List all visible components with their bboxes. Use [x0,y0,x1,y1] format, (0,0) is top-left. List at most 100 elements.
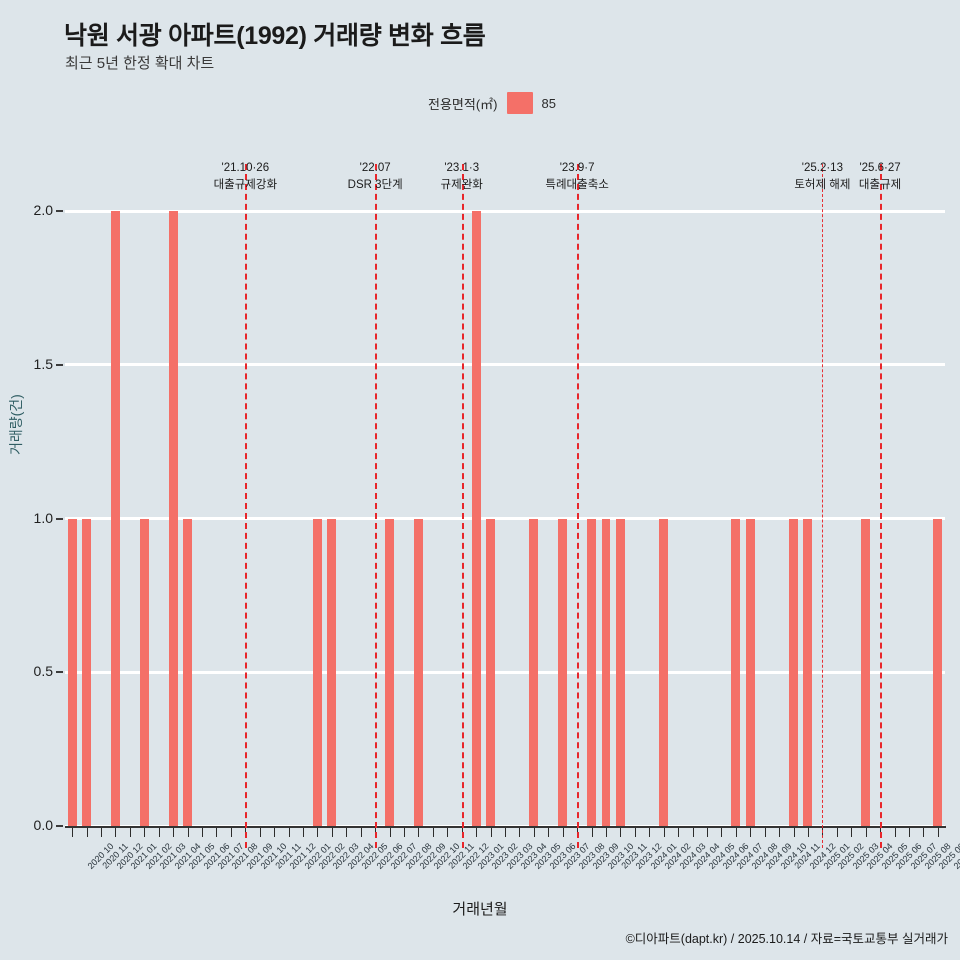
annotation-label: '22.07 DSR 3단계 [295,160,455,193]
x-axis-tick-mark [476,828,478,837]
x-axis-tick-mark [721,828,723,837]
x-axis-tick-mark [274,828,276,837]
bar[interactable] [471,211,481,826]
x-axis-tick-mark [144,828,146,837]
x-axis-tick-mark [101,828,103,837]
x-axis-tick-mark [908,828,910,837]
x-axis-tick-mark [649,828,651,837]
annotation-date: '23.9·7 [559,162,595,174]
bar[interactable] [587,518,597,826]
x-axis-tick-mark [303,828,305,837]
page-title: 낙원 서광 아파트(1992) 거래량 변화 흐름 [64,22,486,50]
bar[interactable] [529,518,539,826]
annotation-label: '23.9·7 특례대출축소 [497,160,657,193]
x-axis-tick-mark [706,828,708,837]
y-axis-tick-label: 2.0 [33,202,53,218]
annotation-label: '25.2·13 토허제 해제 [742,160,902,193]
x-axis-tick-mark [360,828,362,837]
x-axis-tick-mark [533,828,535,837]
x-axis-tick-mark [865,828,867,837]
annotation-line [461,164,464,848]
bar[interactable] [168,211,178,826]
bar[interactable] [183,518,193,826]
y-axis-tick-mark [56,517,63,520]
x-axis-tick-mark [418,828,420,837]
x-axis-tick-mark [230,828,232,837]
x-axis-tick-mark [620,828,622,837]
x-axis-tick-mark [793,828,795,837]
y-axis-tick-label: 1.5 [33,355,53,372]
x-axis-tick-mark [663,828,665,837]
bar[interactable] [413,518,423,826]
bar[interactable] [745,518,755,826]
annotation-date: '22.07 [359,162,391,174]
annotation-text: 토허제 해제 [794,178,851,191]
x-axis-tick-mark [750,828,752,837]
x-axis-tick-mark [129,828,131,837]
y-axis-tick-mark [56,363,63,366]
x-axis-tick-mark [591,828,593,837]
annotation-text: DSR 3단계 [347,178,403,191]
y-axis-tick-mark [56,825,63,827]
chart-legend: 전용면적(㎡) 85 [428,92,556,114]
y-axis-tick-label: 0.5 [33,663,53,680]
annotation-text: 규제완화 [440,178,483,191]
x-axis-tick-mark [937,828,939,837]
bar[interactable] [111,211,120,826]
bar[interactable] [615,518,625,826]
y-axis-tick-label: 0.0 [33,817,53,833]
x-axis-tick-mark [505,828,506,837]
x-axis-tick-mark [894,828,896,837]
x-axis-label: 거래년월 [452,901,508,918]
bar[interactable] [327,518,337,826]
x-axis-tick-mark [605,828,607,837]
x-axis-tick-mark [187,828,189,837]
y-axis-tick-label: 1.0 [33,509,53,526]
annotation-label: '25.6·27 대출규제 [800,160,960,193]
bar[interactable] [67,518,77,826]
x-axis-tick-mark [735,828,737,837]
bar[interactable] [933,518,943,826]
annotation-date: '25.6·27 [859,162,901,174]
x-axis-tick-mark [692,828,694,837]
gridline [65,517,945,520]
x-axis-tick-mark [764,828,766,837]
legend-title: 전용면적(㎡) [428,96,498,112]
bar[interactable] [731,518,741,826]
bar[interactable] [601,518,611,826]
x-axis-tick-mark [259,828,261,837]
y-axis-label: 거래량(건) [8,394,24,455]
bar[interactable] [558,518,568,826]
bar[interactable] [139,518,149,826]
y-axis-tick-mark [56,210,63,212]
bar[interactable] [385,518,395,826]
gridline [65,209,945,213]
x-axis-tick-mark [202,828,204,837]
x-axis-tick-mark [634,828,636,837]
bar[interactable] [486,518,496,826]
bar[interactable] [789,518,798,826]
bar[interactable] [82,518,92,826]
x-axis-tick-mark [404,828,406,837]
annotation-label: '21.10·26 대출규제강화 [165,160,325,193]
annotation-line [245,164,248,848]
gridline [65,363,945,367]
x-axis-tick-mark [548,828,550,837]
x-axis-tick-mark [346,828,348,837]
bar[interactable] [803,518,813,826]
x-axis-tick-mark [807,828,809,837]
bar[interactable] [861,518,871,826]
bar[interactable] [659,518,669,826]
x-axis-tick-mark [432,828,434,837]
x-axis-line [65,826,946,828]
annotation-line [577,164,580,848]
x-axis-tick-mark [288,828,290,837]
x-axis-tick-mark [836,828,838,837]
annotation-line [375,164,378,848]
annotation-date: '25.2·13 [801,162,843,174]
annotation-text: 특례대출축소 [545,178,609,191]
bar[interactable] [312,518,322,826]
annotation-date: '23.1·3 [444,162,480,174]
x-axis-tick-mark [216,828,218,837]
x-axis-tick-mark [317,828,319,837]
